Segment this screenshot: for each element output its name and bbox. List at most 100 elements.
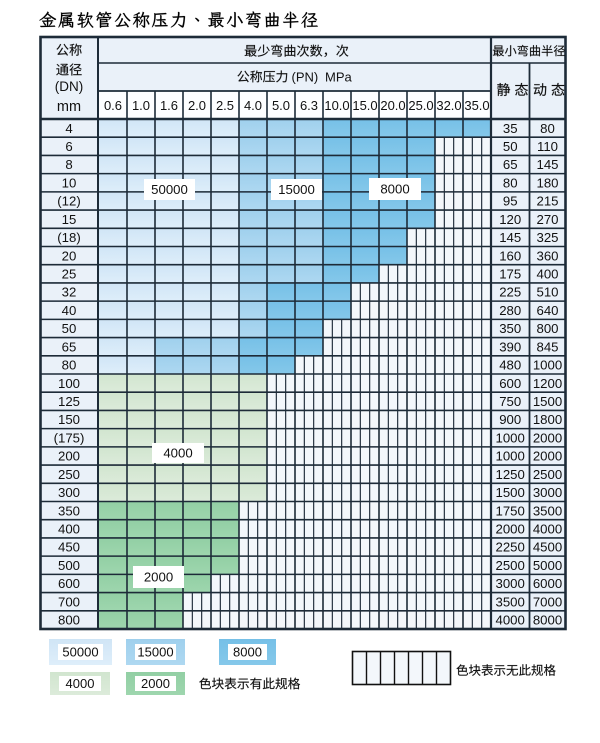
svg-text:50000: 50000 <box>62 645 98 660</box>
svg-text:(DN): (DN) <box>55 79 84 94</box>
svg-text:215: 215 <box>536 194 558 209</box>
svg-text:2.0: 2.0 <box>188 98 206 113</box>
svg-text:1800: 1800 <box>533 412 562 427</box>
svg-text:225: 225 <box>499 285 521 300</box>
svg-text:32.0: 32.0 <box>436 98 461 113</box>
svg-text:250: 250 <box>58 467 80 482</box>
svg-text:1200: 1200 <box>533 376 562 391</box>
svg-text:845: 845 <box>536 339 558 354</box>
svg-text:(PN): (PN) <box>292 70 319 85</box>
svg-text:150: 150 <box>58 412 80 427</box>
svg-text:600: 600 <box>499 376 521 391</box>
svg-text:1000: 1000 <box>496 449 525 464</box>
svg-text:4: 4 <box>65 121 72 136</box>
svg-text:MPa: MPa <box>325 70 353 85</box>
svg-text:8000: 8000 <box>233 645 262 660</box>
svg-text:6: 6 <box>65 139 72 154</box>
svg-text:200: 200 <box>58 449 80 464</box>
svg-text:5000: 5000 <box>533 558 562 573</box>
svg-text:mm: mm <box>57 99 81 115</box>
svg-text:15000: 15000 <box>137 645 173 660</box>
svg-text:350: 350 <box>58 503 80 518</box>
svg-text:(12): (12) <box>57 194 80 209</box>
svg-text:20: 20 <box>62 248 77 263</box>
svg-text:10.0: 10.0 <box>324 98 349 113</box>
svg-text:20.0: 20.0 <box>380 98 405 113</box>
svg-text:35.0: 35.0 <box>464 98 489 113</box>
svg-text:8: 8 <box>65 157 72 172</box>
svg-text:4000: 4000 <box>163 446 192 461</box>
svg-text:1.6: 1.6 <box>160 98 178 113</box>
svg-text:(18): (18) <box>57 230 80 245</box>
svg-text:4500: 4500 <box>533 540 562 555</box>
svg-text:50000: 50000 <box>151 182 188 197</box>
svg-text:0.6: 0.6 <box>104 98 122 113</box>
svg-text:390: 390 <box>499 339 521 354</box>
svg-text:2000: 2000 <box>533 449 562 464</box>
svg-text:40: 40 <box>62 303 77 318</box>
svg-text:400: 400 <box>58 522 80 537</box>
svg-text:50: 50 <box>62 321 77 336</box>
svg-text:7000: 7000 <box>533 594 562 609</box>
svg-text:510: 510 <box>536 285 558 300</box>
svg-text:125: 125 <box>58 394 80 409</box>
svg-text:180: 180 <box>536 175 558 190</box>
svg-text:4.0: 4.0 <box>244 98 262 113</box>
svg-text:3500: 3500 <box>533 503 562 518</box>
svg-text:6000: 6000 <box>533 576 562 591</box>
svg-text:450: 450 <box>58 540 80 555</box>
svg-text:160: 160 <box>499 248 521 263</box>
svg-text:2500: 2500 <box>533 467 562 482</box>
svg-text:80: 80 <box>540 121 555 136</box>
svg-text:600: 600 <box>58 576 80 591</box>
svg-text:325: 325 <box>536 230 558 245</box>
svg-text:8000: 8000 <box>380 182 409 197</box>
svg-text:145: 145 <box>499 230 521 245</box>
svg-text:350: 350 <box>499 321 521 336</box>
svg-text:110: 110 <box>537 139 558 154</box>
svg-text:3000: 3000 <box>533 485 562 500</box>
svg-text:65: 65 <box>503 157 518 172</box>
svg-text:1500: 1500 <box>496 485 525 500</box>
svg-text:100: 100 <box>58 376 80 391</box>
svg-text:120: 120 <box>499 212 521 227</box>
svg-text:32: 32 <box>62 285 77 300</box>
svg-text:50: 50 <box>503 139 518 154</box>
svg-text:(175): (175) <box>54 430 85 445</box>
svg-text:10: 10 <box>62 175 77 190</box>
svg-text:270: 270 <box>536 212 558 227</box>
svg-text:1500: 1500 <box>533 394 562 409</box>
svg-text:4000: 4000 <box>66 676 95 691</box>
svg-text:65: 65 <box>62 339 77 354</box>
svg-text:2000: 2000 <box>496 522 525 537</box>
svg-text:175: 175 <box>499 267 521 282</box>
svg-text:25.0: 25.0 <box>408 98 433 113</box>
svg-text:300: 300 <box>58 485 80 500</box>
svg-text:2.5: 2.5 <box>216 98 234 113</box>
svg-text:95: 95 <box>503 194 518 209</box>
svg-text:145: 145 <box>536 157 558 172</box>
svg-text:900: 900 <box>499 412 521 427</box>
svg-text:2250: 2250 <box>496 540 525 555</box>
svg-text:8000: 8000 <box>533 613 562 628</box>
svg-text:1.0: 1.0 <box>132 98 150 113</box>
svg-text:80: 80 <box>503 175 518 190</box>
svg-text:15.0: 15.0 <box>352 98 377 113</box>
svg-text:750: 750 <box>499 394 521 409</box>
svg-text:5.0: 5.0 <box>272 98 290 113</box>
svg-text:2500: 2500 <box>496 558 525 573</box>
svg-text:4000: 4000 <box>496 613 525 628</box>
svg-text:500: 500 <box>58 558 80 573</box>
svg-text:1750: 1750 <box>496 503 525 518</box>
svg-text:3500: 3500 <box>496 594 525 609</box>
svg-text:15: 15 <box>62 212 77 227</box>
svg-text:2000: 2000 <box>141 676 170 691</box>
svg-text:2000: 2000 <box>533 430 562 445</box>
svg-text:360: 360 <box>536 248 558 263</box>
svg-text:1000: 1000 <box>533 358 562 373</box>
svg-text:1000: 1000 <box>496 430 525 445</box>
svg-text:15000: 15000 <box>278 182 315 197</box>
svg-text:800: 800 <box>58 613 80 628</box>
svg-text:280: 280 <box>499 303 521 318</box>
svg-text:3000: 3000 <box>496 576 525 591</box>
